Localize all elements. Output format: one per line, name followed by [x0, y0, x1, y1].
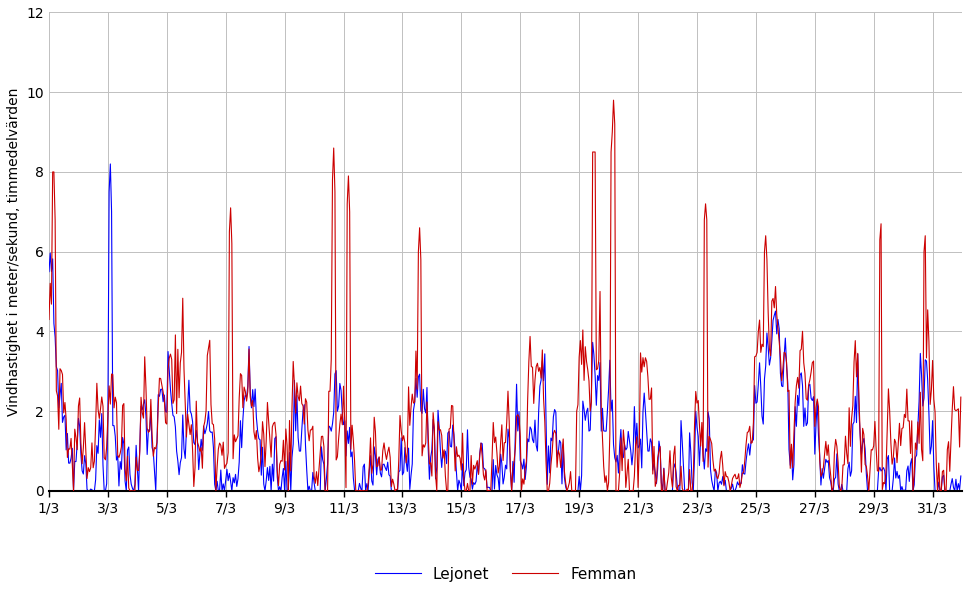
- Femman: [47, 168, 58, 175]
- Legend: Lejonet, Femman: Lejonet, Femman: [368, 561, 642, 588]
- Y-axis label: Vindhastighet i meter/sekund, timmedelvärden: Vindhastighet i meter/sekund, timmedelvä…: [7, 88, 21, 416]
- Femman: [468, 462, 480, 469]
- Lejonet: [722, 487, 734, 494]
- Femman: [172, 346, 184, 353]
- Femman: [722, 473, 734, 480]
- Line: Femman: Femman: [49, 100, 961, 491]
- Femman: [44, 316, 55, 323]
- Lejonet: [469, 481, 481, 488]
- Lejonet: [700, 445, 711, 452]
- Femman: [124, 487, 136, 494]
- Lejonet: [955, 472, 967, 480]
- Lejonet: [44, 268, 55, 275]
- Femman: [608, 96, 619, 104]
- Femman: [955, 394, 967, 401]
- Lejonet: [47, 255, 58, 262]
- Lejonet: [435, 448, 447, 455]
- Femman: [700, 200, 711, 207]
- Lejonet: [105, 160, 116, 168]
- Line: Lejonet: Lejonet: [49, 164, 961, 491]
- Femman: [433, 427, 445, 434]
- Lejonet: [68, 487, 79, 494]
- Lejonet: [173, 471, 185, 478]
